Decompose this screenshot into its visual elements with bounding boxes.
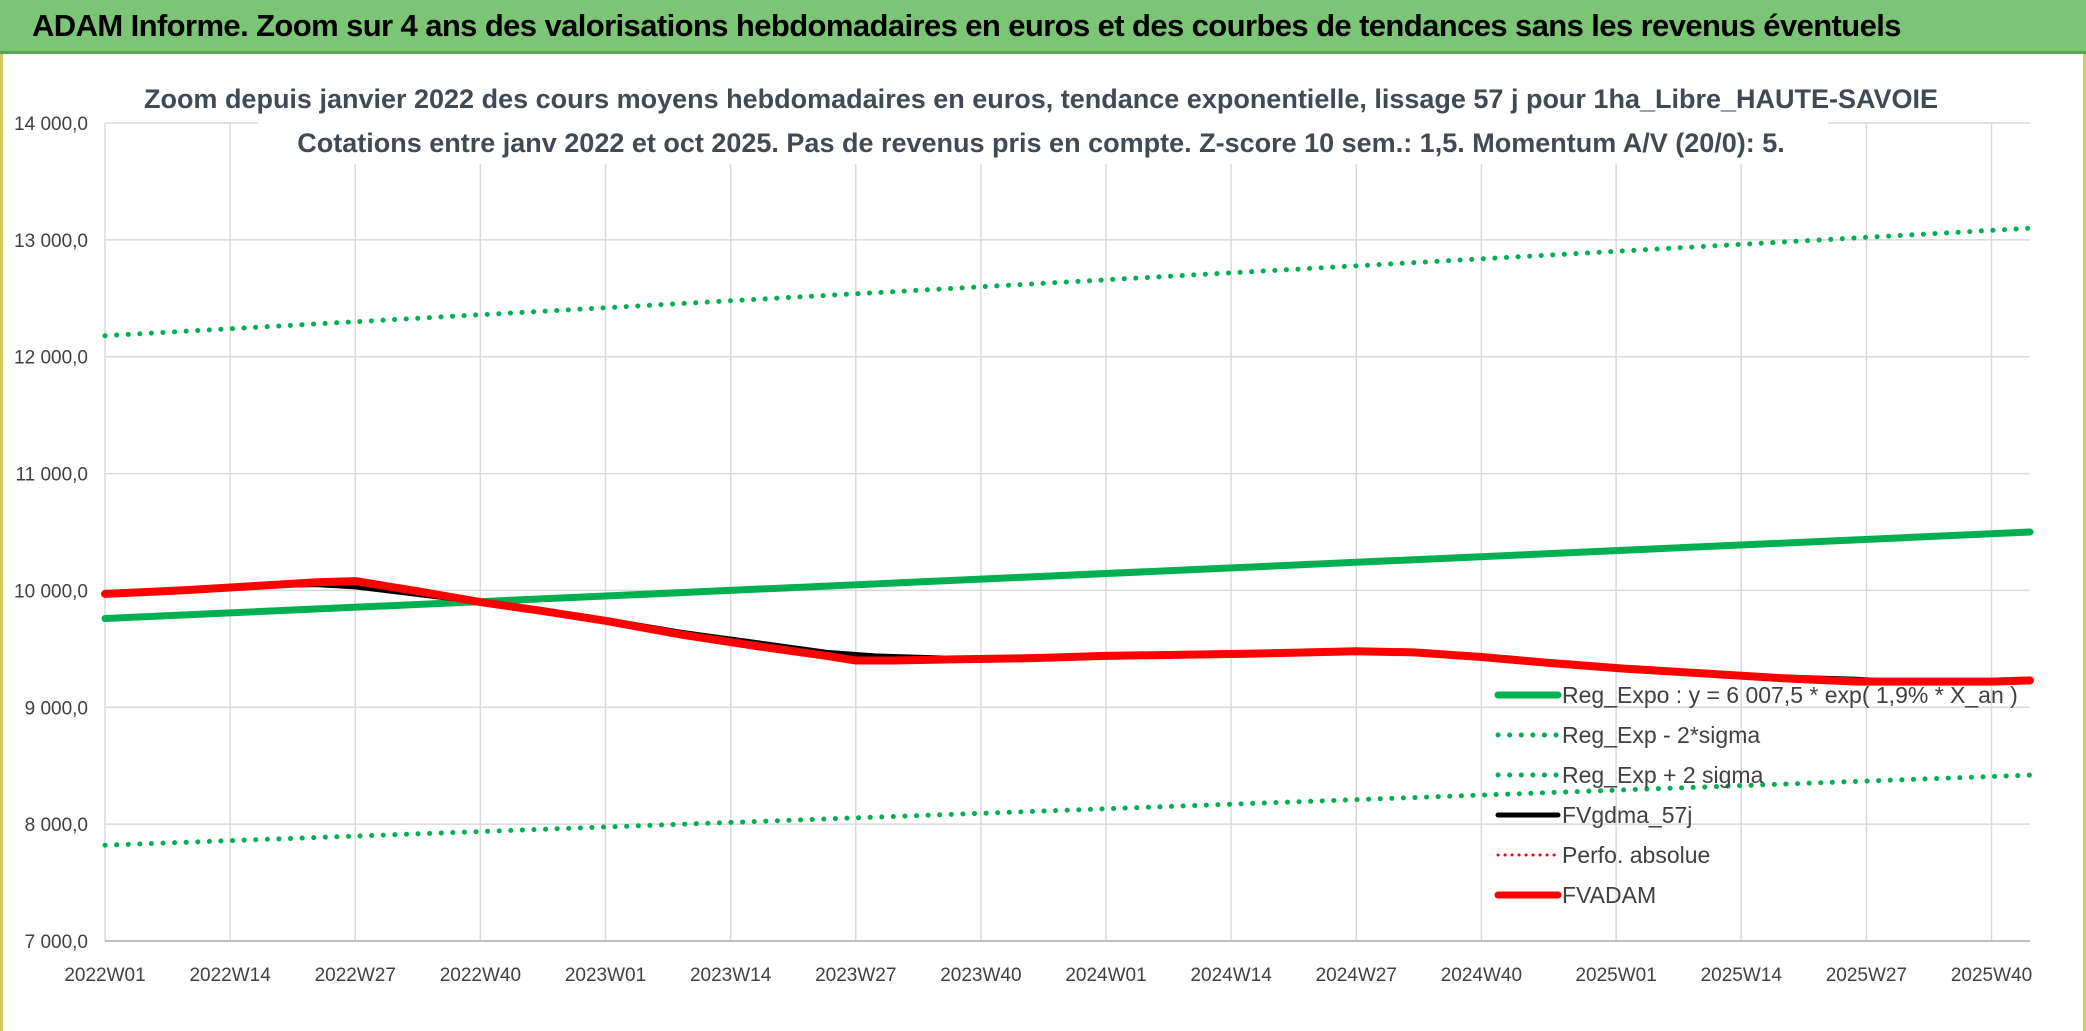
y-tick-label: 9 000,0 (25, 698, 88, 719)
series-line-2 (102, 225, 2033, 339)
chart-title-line2: Cotations entre janv 2022 et oct 2025. P… (297, 128, 1785, 158)
x-tick-label: 2022W40 (440, 965, 521, 986)
x-tick-label: 2023W14 (690, 965, 772, 986)
x-tick-label: 2022W01 (64, 965, 145, 986)
y-tick-label: 12 000,0 (14, 348, 88, 369)
x-tick-label: 2025W40 (1951, 965, 2032, 986)
x-tick-label: 2025W14 (1701, 965, 1783, 986)
y-tick-label: 13 000,0 (14, 231, 88, 252)
chart-frame (0, 54, 2086, 1031)
x-tick-label: 2024W40 (1441, 965, 1522, 986)
y-tick-label: 7 000,0 (25, 932, 88, 953)
x-tick-label: 2022W14 (189, 965, 271, 986)
chart-title-line1: Zoom depuis janvier 2022 des cours moyen… (144, 84, 1938, 114)
legend-label-3: FVgdma_57j (1562, 802, 1692, 828)
y-tick-label: 8 000,0 (25, 815, 88, 836)
legend-label-2: Reg_Exp + 2 sigma (1562, 762, 1764, 788)
title-background (258, 80, 1828, 164)
series-line-0 (101, 528, 2034, 622)
series-line-1 (102, 772, 2033, 848)
series-group (101, 225, 2034, 848)
x-tick-label: 2022W27 (315, 965, 396, 986)
report-title: ADAM Informe. Zoom sur 4 ans des valoris… (32, 8, 1902, 43)
x-tick-label: 2023W01 (565, 965, 646, 986)
x-tick-label: 2025W01 (1575, 965, 1656, 986)
axis-labels: 7 000,0 8 000,0 9 000,0 10 000,0 11 000,0 12 … (14, 114, 2032, 986)
series-line-5 (101, 577, 2034, 686)
y-tick-label: 11 000,0 (15, 465, 88, 486)
legend-label-1: Reg_Exp - 2*sigma (1562, 722, 1760, 748)
x-tick-label: 2023W27 (815, 965, 896, 986)
legend-label-5: FVADAM (1562, 882, 1656, 908)
x-tick-label: 2025W27 (1826, 965, 1907, 986)
x-tick-label: 2024W14 (1190, 965, 1272, 986)
x-tick-label: 2024W27 (1316, 965, 1397, 986)
x-tick-label: 2023W40 (940, 965, 1021, 986)
x-tick-label: 2024W01 (1065, 965, 1146, 986)
grid (104, 122, 2030, 942)
legend: Reg_Expo : y = 6 007,5 * exp( 1,9% * X_a… (1494, 682, 2018, 908)
legend-label-4: Perfo. absolue (1562, 842, 1710, 868)
y-tick-label: 10 000,0 (14, 581, 88, 602)
legend-label-0: Reg_Expo : y = 6 007,5 * exp( 1,9% * X_a… (1562, 682, 2018, 708)
report-banner: ADAM Informe. Zoom sur 4 ans des valoris… (0, 0, 2086, 54)
y-tick-label: 14 000,0 (14, 114, 88, 135)
